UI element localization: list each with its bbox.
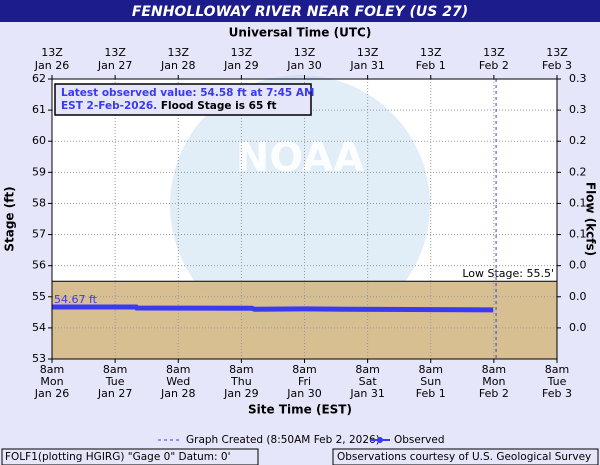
x-tick-label: 8am: [292, 363, 316, 376]
y-tick-label: 58: [32, 196, 46, 209]
watermark-logo: [170, 75, 430, 335]
x-tick-label: Mon: [40, 375, 63, 388]
x-tick-label: Wed: [166, 375, 190, 388]
x-tick-label: Jan 26: [34, 387, 69, 400]
y2-axis-title: Flow (kcfs): [584, 182, 598, 256]
y2-tick-label: 0.0: [569, 321, 587, 334]
top-tick-label: Jan 26: [34, 59, 69, 72]
x-tick-label: 8am: [40, 363, 64, 376]
start-label: 54.67 ft: [54, 293, 98, 306]
top-tick-label: Jan 27: [97, 59, 132, 72]
top-tick-label: Feb 2: [479, 59, 509, 72]
info-line2: EST 2-Feb-2026. Flood Stage is 65 ft: [61, 100, 277, 112]
title-bar: [0, 0, 600, 22]
top-tick-label: Feb 3: [542, 59, 572, 72]
y2-tick-label: 0.3: [569, 72, 587, 85]
x-tick-label: 8am: [355, 363, 379, 376]
footer: [0, 447, 600, 465]
x-tick-label: Jan 28: [160, 387, 195, 400]
x-tick-label: Jan 30: [286, 387, 321, 400]
x-tick-label: Fri: [298, 375, 311, 388]
observed-line: [52, 304, 494, 313]
top-tick-label: 13Z: [104, 46, 126, 59]
footer-left-box: [1, 448, 259, 465]
top-tick-label: 13Z: [231, 46, 253, 59]
footer-right: Observations courtesy of U.S. Geological…: [337, 451, 591, 463]
top-tick-label: 13Z: [546, 46, 568, 59]
y-tick-label: 59: [32, 165, 46, 178]
y2-tick-label: 0.1: [569, 228, 587, 241]
footer-right-box: [332, 448, 599, 465]
x-axis-title: Site Time (EST): [248, 403, 352, 417]
top-tick-label: 13Z: [41, 46, 63, 59]
x-tick-label: 8am: [419, 363, 443, 376]
plot-border: [51, 78, 558, 360]
x-tick-label: Sat: [359, 375, 378, 388]
x-tick-label: 8am: [229, 363, 253, 376]
x-tick-label: 8am: [103, 363, 127, 376]
y-tick-label: 55: [32, 290, 46, 303]
top-tick-label: Jan 28: [160, 59, 195, 72]
x-tick-label: 8am: [166, 363, 190, 376]
top-tick-label: 13Z: [167, 46, 189, 59]
top-tick-label: 13Z: [357, 46, 379, 59]
legend-created: Graph Created (8:50AM Feb 2, 2026): [186, 434, 380, 446]
legend-label: Observed: [394, 434, 445, 446]
y-axis-title: Stage (ft): [3, 186, 17, 251]
x-tick-label: Feb 3: [542, 387, 572, 400]
y-tick-label: 56: [32, 259, 46, 272]
top-tick-label: 13Z: [483, 46, 505, 59]
x-tick-label: 8am: [482, 363, 506, 376]
y-tick-label: 60: [32, 134, 46, 147]
y-tick-label: 62: [32, 72, 46, 85]
top-tick-label: 13Z: [420, 46, 442, 59]
y2-tick-label: 0.0: [569, 259, 587, 272]
top-tick-label: 13Z: [294, 46, 316, 59]
y2-tick-label: 0.0: [569, 290, 587, 303]
y2-tick-label: 0.2: [569, 165, 587, 178]
y2-tick-label: 0.1: [569, 196, 587, 209]
chart-title: FENHOLLOWAY RIVER NEAR FOLEY (US 27): [132, 4, 468, 20]
y2-tick-label: 0.3: [569, 103, 587, 116]
info-flood-stage: Flood Stage is 65 ft: [157, 100, 276, 112]
y2-tick-label: 0.2: [569, 134, 587, 147]
info-box: [54, 83, 312, 116]
x-tick-label: Thu: [230, 375, 252, 388]
x-tick-label: Mon: [482, 375, 505, 388]
x-tick-label: Jan 27: [97, 387, 132, 400]
info-line2-date: EST 2-Feb-2026.: [61, 100, 157, 112]
top-tick-label: Jan 31: [349, 59, 384, 72]
y-tick-label: 53: [32, 352, 46, 365]
top-tick-label: Feb 1: [416, 59, 446, 72]
y-tick-label: 54: [32, 321, 46, 334]
x-tick-label: 8am: [545, 363, 569, 376]
y-tick-label: 57: [32, 228, 46, 241]
footer-left: FOLF1(plotting HGIRG) "Gage 0" Datum: 0': [5, 451, 230, 463]
x-tick-label: Tue: [547, 375, 567, 388]
low-stage-label: Low Stage: 55.5': [462, 267, 554, 280]
y-tick-label: 61: [32, 103, 46, 116]
x-tick-label: Sun: [420, 375, 441, 388]
x-tick-label: Feb 1: [416, 387, 446, 400]
top-tick-label: Jan 29: [223, 59, 258, 72]
x-tick-label: Feb 2: [479, 387, 509, 400]
top-axis-title: Universal Time (UTC): [229, 26, 372, 40]
x-tick-label: Jan 31: [349, 387, 384, 400]
top-tick-label: Jan 30: [286, 59, 321, 72]
x-tick-label: Tue: [105, 375, 125, 388]
x-tick-label: Jan 29: [223, 387, 258, 400]
legend-dot: [377, 437, 383, 443]
info-line1: Latest observed value: 54.58 ft at 7:45 …: [61, 87, 314, 99]
watermark: NOAA: [236, 135, 364, 181]
